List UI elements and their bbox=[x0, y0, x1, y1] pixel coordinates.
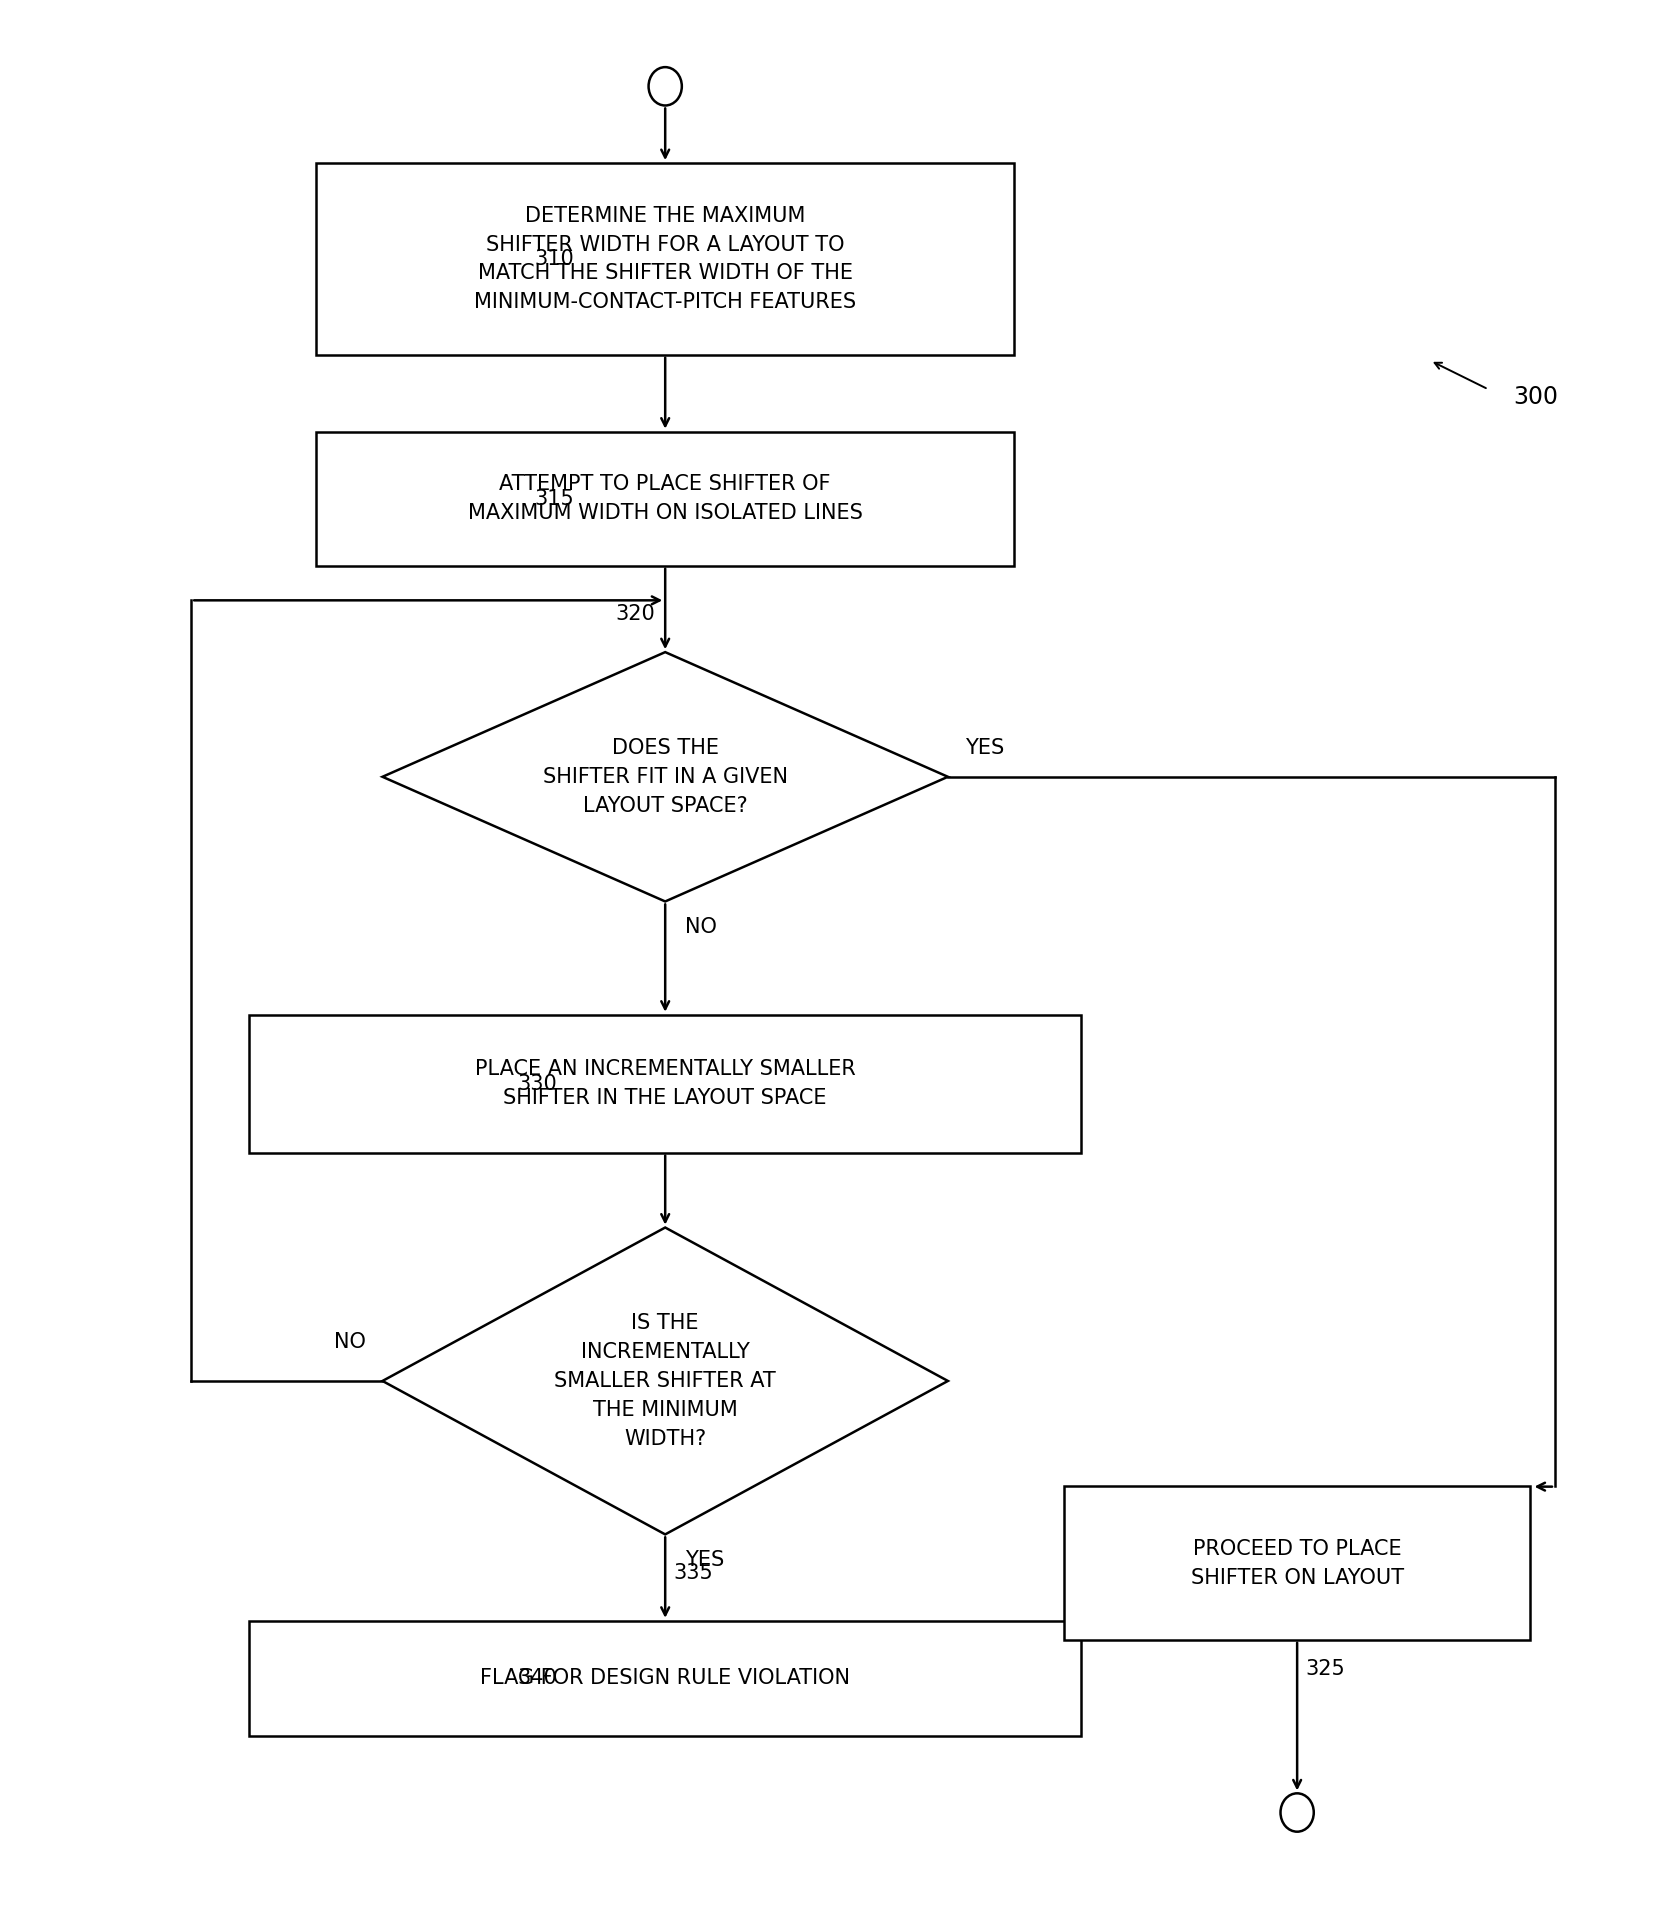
Text: DOES THE
SHIFTER FIT IN A GIVEN
LAYOUT SPACE?: DOES THE SHIFTER FIT IN A GIVEN LAYOUT S… bbox=[542, 738, 788, 815]
Text: 320: 320 bbox=[615, 604, 655, 623]
Text: 325: 325 bbox=[1305, 1659, 1345, 1678]
Text: 340: 340 bbox=[517, 1669, 557, 1688]
Polygon shape bbox=[382, 1228, 948, 1534]
Polygon shape bbox=[382, 652, 948, 901]
FancyBboxPatch shape bbox=[316, 432, 1014, 566]
FancyBboxPatch shape bbox=[249, 1015, 1081, 1153]
Text: FLAG FOR DESIGN RULE VIOLATION: FLAG FOR DESIGN RULE VIOLATION bbox=[481, 1669, 850, 1688]
Text: YES: YES bbox=[685, 1550, 725, 1569]
Text: 335: 335 bbox=[674, 1563, 713, 1582]
Text: NO: NO bbox=[685, 917, 717, 936]
Text: 310: 310 bbox=[534, 249, 574, 269]
Circle shape bbox=[1281, 1793, 1314, 1832]
Text: NO: NO bbox=[334, 1333, 366, 1352]
FancyBboxPatch shape bbox=[249, 1621, 1081, 1736]
FancyBboxPatch shape bbox=[1064, 1486, 1530, 1640]
Text: 315: 315 bbox=[534, 489, 574, 508]
Text: DETERMINE THE MAXIMUM
SHIFTER WIDTH FOR A LAYOUT TO
MATCH THE SHIFTER WIDTH OF T: DETERMINE THE MAXIMUM SHIFTER WIDTH FOR … bbox=[474, 205, 856, 313]
FancyBboxPatch shape bbox=[316, 163, 1014, 355]
Circle shape bbox=[649, 67, 682, 105]
Text: YES: YES bbox=[965, 738, 1004, 758]
Text: PLACE AN INCREMENTALLY SMALLER
SHIFTER IN THE LAYOUT SPACE: PLACE AN INCREMENTALLY SMALLER SHIFTER I… bbox=[476, 1059, 855, 1109]
Text: 300: 300 bbox=[1513, 386, 1558, 409]
Text: ATTEMPT TO PLACE SHIFTER OF
MAXIMUM WIDTH ON ISOLATED LINES: ATTEMPT TO PLACE SHIFTER OF MAXIMUM WIDT… bbox=[467, 474, 863, 524]
Text: IS THE
INCREMENTALLY
SMALLER SHIFTER AT
THE MINIMUM
WIDTH?: IS THE INCREMENTALLY SMALLER SHIFTER AT … bbox=[554, 1314, 777, 1448]
Text: PROCEED TO PLACE
SHIFTER ON LAYOUT: PROCEED TO PLACE SHIFTER ON LAYOUT bbox=[1191, 1538, 1404, 1588]
Text: 330: 330 bbox=[517, 1074, 557, 1093]
